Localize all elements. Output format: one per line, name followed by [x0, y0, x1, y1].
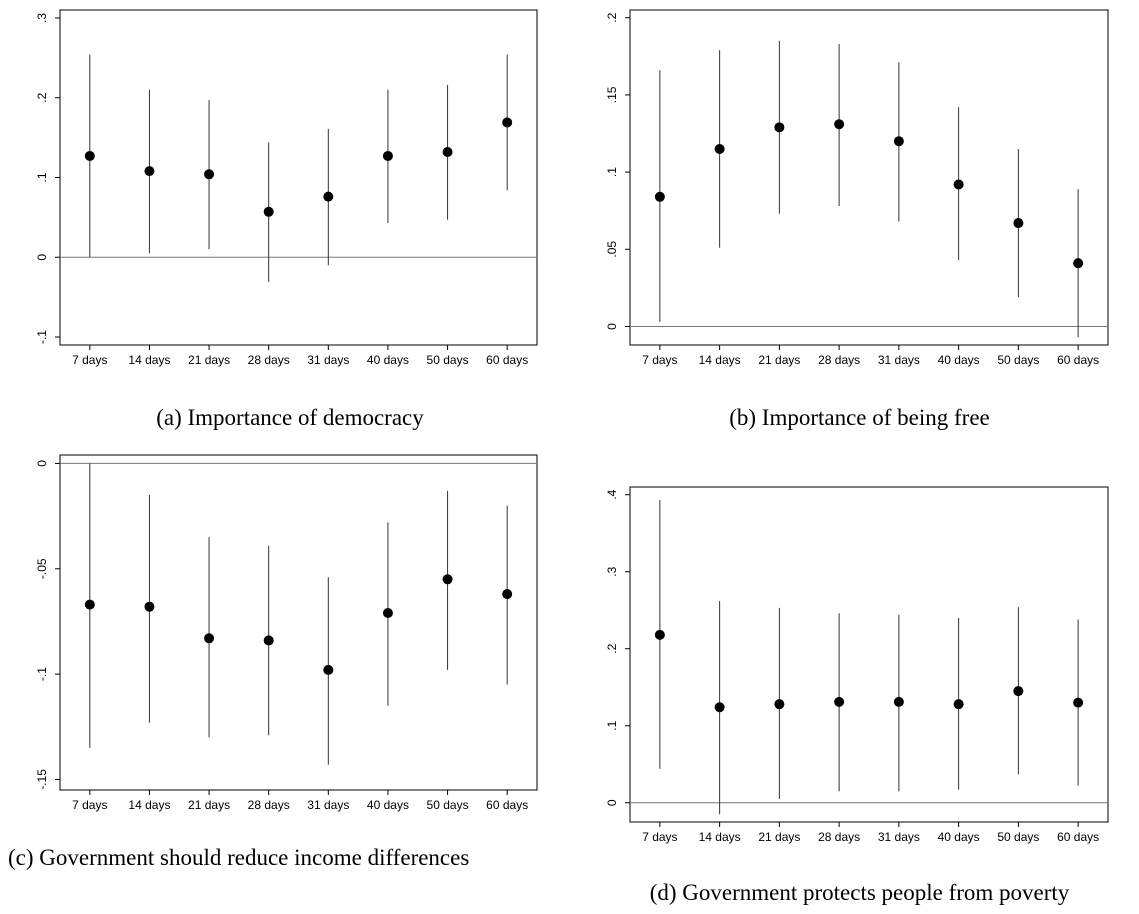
x-tick-label: 7 days	[642, 353, 677, 367]
x-tick-label: 40 days	[367, 353, 409, 367]
x-tick-label: 31 days	[878, 353, 920, 367]
y-tick-label: .1	[35, 172, 49, 182]
x-tick-label: 40 days	[938, 830, 980, 844]
point-estimate	[953, 179, 964, 190]
caption: (c) Government should reduce income diff…	[8, 845, 470, 870]
caption: (b) Importance of being free	[729, 405, 990, 430]
point-estimate	[263, 206, 274, 217]
x-tick-label: 14 days	[128, 798, 170, 812]
y-tick-label: 0	[605, 323, 619, 330]
y-tick-label: .4	[605, 489, 619, 499]
point-estimate	[204, 633, 215, 644]
x-tick-label: 7 days	[72, 353, 107, 367]
x-tick-label: 7 days	[72, 798, 107, 812]
plot-frame	[59, 454, 538, 791]
x-tick-label: 50 days	[427, 798, 469, 812]
point-estimate	[834, 696, 845, 707]
point-estimate	[144, 601, 155, 612]
x-tick-label: 21 days	[758, 830, 800, 844]
y-tick-label: -.05	[35, 558, 49, 579]
x-tick-label: 31 days	[878, 830, 920, 844]
point-estimate	[774, 122, 785, 133]
x-tick-label: 50 days	[427, 353, 469, 367]
point-estimate	[834, 119, 845, 130]
point-estimate	[502, 117, 513, 128]
plot-frame	[59, 9, 538, 346]
point-estimate	[893, 696, 904, 707]
y-tick-label: 0	[605, 799, 619, 806]
x-tick-label: 31 days	[307, 798, 349, 812]
point-estimate	[893, 136, 904, 147]
point-estimate	[654, 629, 665, 640]
point-estimate	[204, 169, 215, 180]
y-tick-label: -.15	[35, 769, 49, 790]
x-tick-label: 50 days	[997, 830, 1039, 844]
y-tick-label: -.1	[35, 667, 49, 681]
x-tick-label: 7 days	[642, 830, 677, 844]
point-estimate	[84, 150, 95, 161]
x-tick-label: 40 days	[367, 798, 409, 812]
x-tick-label: 21 days	[188, 798, 230, 812]
point-estimate	[774, 699, 785, 710]
y-tick-label: .2	[605, 643, 619, 653]
x-tick-label: 28 days	[248, 798, 290, 812]
point-estimate	[84, 599, 95, 610]
x-tick-label: 28 days	[248, 353, 290, 367]
x-tick-label: 28 days	[818, 830, 860, 844]
point-estimate	[654, 191, 665, 202]
y-tick-label: .3	[605, 566, 619, 576]
x-tick-label: 60 days	[486, 353, 528, 367]
point-estimate	[442, 574, 453, 585]
x-tick-label: 60 days	[1057, 353, 1099, 367]
plot-frame	[629, 486, 1109, 823]
point-estimate	[323, 191, 334, 202]
caption: (d) Government protects people from pove…	[649, 880, 1070, 905]
caption: (a) Importance of democracy	[156, 405, 424, 430]
point-estimate	[953, 699, 964, 710]
x-tick-label: 28 days	[818, 353, 860, 367]
x-tick-label: 60 days	[1057, 830, 1099, 844]
point-estimate	[1073, 258, 1084, 269]
point-estimate	[1013, 686, 1024, 697]
point-estimate	[323, 664, 334, 675]
y-tick-label: .05	[605, 241, 619, 258]
y-tick-label: .2	[35, 92, 49, 102]
x-tick-label: 21 days	[758, 353, 800, 367]
point-estimate	[714, 143, 725, 154]
x-tick-label: 40 days	[938, 353, 980, 367]
point-estimate	[502, 589, 513, 600]
point-estimate	[144, 166, 155, 177]
y-tick-label: 0	[35, 254, 49, 261]
x-tick-label: 14 days	[699, 830, 741, 844]
y-tick-label: .1	[605, 720, 619, 730]
x-tick-label: 60 days	[486, 798, 528, 812]
plot-frame	[629, 9, 1109, 346]
point-estimate	[382, 608, 393, 619]
y-tick-label: .2	[605, 12, 619, 22]
x-tick-label: 14 days	[128, 353, 170, 367]
y-tick-label: .3	[35, 13, 49, 23]
x-tick-label: 21 days	[188, 353, 230, 367]
point-estimate	[263, 635, 274, 646]
point-estimate	[442, 146, 453, 157]
point-estimate	[382, 150, 393, 161]
x-tick-label: 14 days	[699, 353, 741, 367]
point-estimate	[714, 702, 725, 713]
x-tick-label: 50 days	[997, 353, 1039, 367]
point-estimate	[1073, 697, 1084, 708]
y-tick-label: -.1	[35, 330, 49, 344]
y-tick-label: 0	[35, 460, 49, 467]
y-tick-label: .1	[605, 167, 619, 177]
x-tick-label: 31 days	[307, 353, 349, 367]
point-estimate	[1013, 218, 1024, 229]
y-tick-label: .15	[605, 86, 619, 103]
